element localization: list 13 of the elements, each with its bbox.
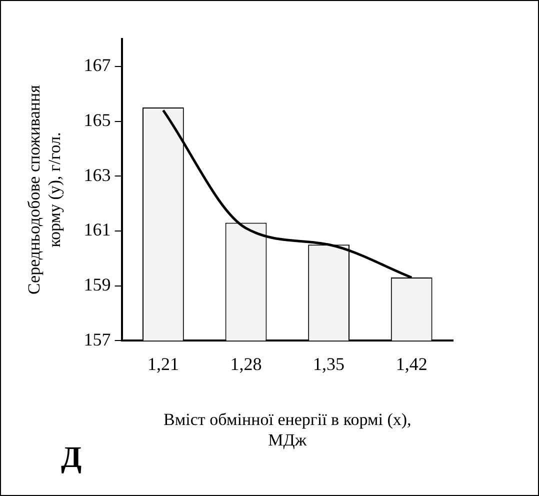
- y-tick-label: 161: [84, 220, 111, 240]
- y-tick-label: 159: [84, 274, 111, 294]
- y-tick-label: 157: [84, 329, 111, 350]
- y-axis-title: Середньодобове споживання корму (у), г/гол.: [24, 84, 64, 294]
- y-tick-label: 165: [84, 110, 111, 130]
- text: Д: [61, 441, 82, 475]
- x-tick-label: 1,28: [230, 354, 262, 374]
- y-tick-label: 167: [84, 55, 111, 76]
- x-tick-label: 1,21: [147, 354, 179, 374]
- x-tick-label: 1,35: [313, 354, 345, 374]
- x-tick-label: 1,42: [396, 354, 428, 374]
- x-axis-title: Вміст обмінної енергії в кормі (х), МДж: [164, 410, 412, 450]
- y-tick-label: 163: [84, 164, 111, 185]
